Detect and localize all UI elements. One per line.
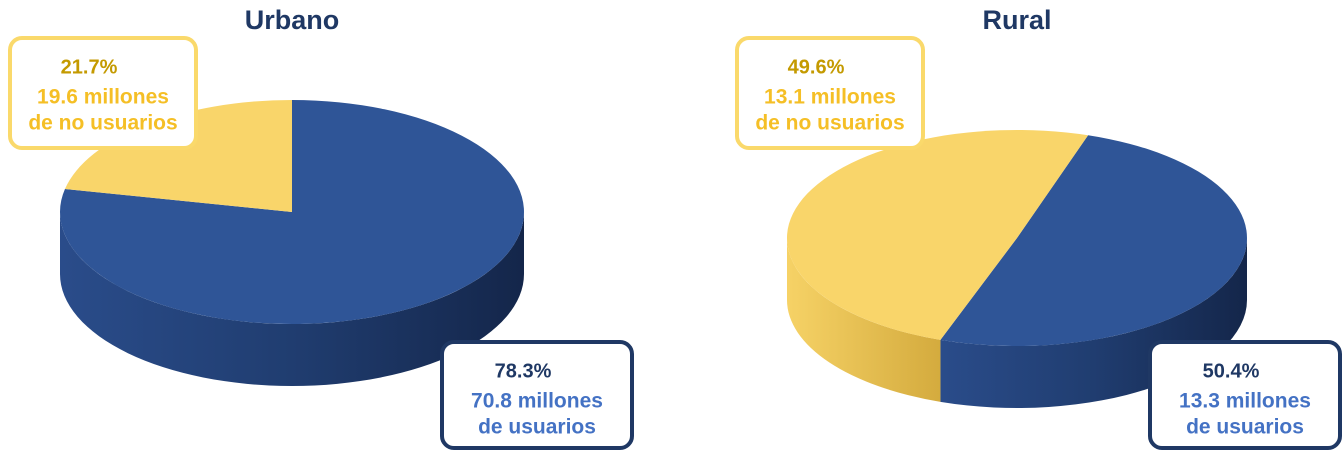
pie-slice <box>940 135 1247 346</box>
label-description: 70.8 millones <box>471 390 603 413</box>
label-description: 13.1 millones <box>764 86 896 109</box>
pie-slice <box>64 100 292 212</box>
label-box <box>440 340 634 450</box>
chart-title: Urbano <box>245 5 340 35</box>
label-description: de no usuarios <box>28 112 177 135</box>
value-label: 49.6% <box>788 56 845 78</box>
label-description: de usuarios <box>1186 416 1304 439</box>
label-box <box>735 36 925 150</box>
label-description: de usuarios <box>478 416 596 439</box>
label-box <box>1148 340 1342 450</box>
label-description: de no usuarios <box>755 112 904 135</box>
label-description: 13.3 millones <box>1179 390 1311 413</box>
label-description: 19.6 millones <box>37 86 169 109</box>
value-label: 21.7% <box>61 56 118 78</box>
chart-title: Rural <box>982 5 1051 35</box>
pie-side <box>60 212 524 386</box>
value-label: 50.4% <box>1203 360 1260 382</box>
pie-side <box>787 238 941 402</box>
pie-slice <box>786 129 1089 340</box>
value-label: 78.3% <box>495 360 552 382</box>
label-box <box>8 36 198 150</box>
